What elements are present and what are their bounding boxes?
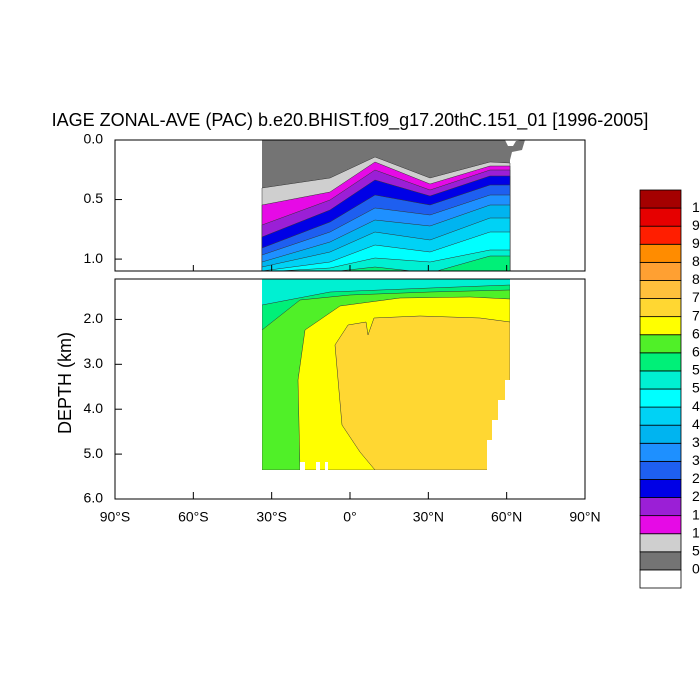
colorbar-label: 500 [692,380,700,396]
colorbar-box [639,479,682,498]
colorbar-label: 950 [692,217,700,233]
colorbar-box [639,424,682,444]
y-tick-label: 4.0 [84,400,104,416]
colorbar-box [639,515,682,535]
colorbar-box [639,388,682,408]
contour-fill [334,315,510,470]
colorbar-box [639,280,682,299]
colorbar-label: 100 [692,524,700,540]
colorbar-label: 450 [692,398,700,414]
colorbar-label: 800 [692,271,700,287]
y-tick-label: 5.0 [84,445,104,461]
colorbar-label: 50 [692,543,700,559]
colorbar-label: 900 [692,235,700,251]
colorbar-box [639,243,682,263]
colorbar-label: 150 [692,506,700,522]
colorbar-label: 550 [692,362,700,378]
y-tick-label: 2.0 [84,310,104,326]
chart-title: IAGE ZONAL-AVE (PAC) b.e20.BHIST.f09_g17… [52,110,649,131]
x-tick-label: 0° [343,509,356,525]
colorbar-box [639,189,682,209]
colorbar-label: 250 [692,470,700,486]
contour-fill [274,249,511,271]
colorbar-label: 600 [692,344,700,360]
colorbar-box [639,569,682,589]
colorbar-box [639,298,682,318]
colorbar-label: 350 [692,434,700,450]
x-tick-label: 30°N [413,509,444,525]
colorbar-box [639,261,682,281]
colorbar-label: 850 [692,253,700,269]
colorbar-box [639,533,682,553]
colorbar-box [639,352,682,372]
lower-panel-fields [262,279,510,470]
colorbar-box [639,442,682,462]
colorbar-box [639,207,682,227]
x-tick-label: 60°S [178,509,209,525]
x-tick-label: 30°S [256,509,287,525]
y-tick-label: 1.0 [84,250,104,266]
colorbar-label: 700 [692,307,700,323]
y-axis-label: DEPTH (km) [55,332,75,434]
y-tick-label: 0.0 [84,131,104,147]
x-tick-label: 90°S [100,509,131,525]
colorbar-box [639,316,682,336]
colorbar-label: 400 [692,416,700,432]
contour-fields [261,140,525,470]
colorbar-label: 0 [692,561,700,577]
colorbar-label: 650 [692,325,700,341]
colorbar-box [639,551,682,571]
colorbar-box [639,460,682,480]
colorbar-label: 1000 [692,199,700,215]
colorbar-label: 300 [692,452,700,468]
colorbar-box [639,225,682,245]
colorbar-box [639,497,682,517]
contour-fill [325,462,328,470]
y-tick-label: 0.5 [84,190,104,206]
upper-panel-fields [261,140,525,271]
contour-fill [316,462,320,470]
x-tick-label: 60°N [491,509,522,525]
colorbar-label: 200 [692,488,700,504]
y-tick-label: 3.0 [84,355,104,371]
colorbar-box [639,334,682,354]
colorbar-box [639,370,682,390]
colorbar-box [639,406,682,426]
contour-fill [300,462,305,470]
y-tick-label: 6.0 [84,490,104,506]
contour-fill [336,255,511,271]
x-tick-label: 90°N [569,509,600,525]
colorbar-label: 750 [692,289,700,305]
